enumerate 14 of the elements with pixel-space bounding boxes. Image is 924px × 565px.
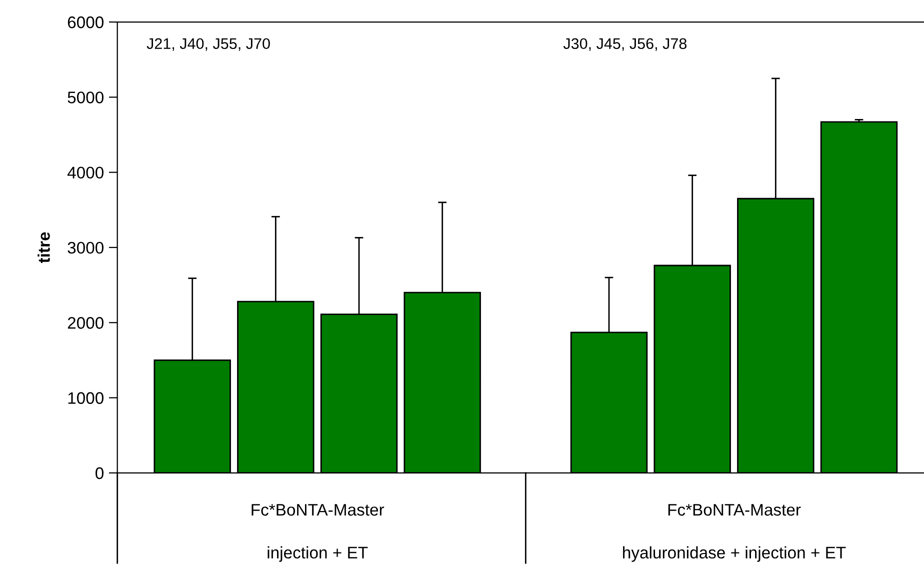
y-tick-label: 0	[96, 467, 104, 480]
y-tick-label: 6000	[68, 16, 104, 28]
y-tick-label: 3000	[68, 242, 104, 254]
annotation: J21, J40, J55, J70	[146, 38, 270, 51]
text: hyaluronidase + injection + ET	[623, 546, 846, 562]
y-tick-label: 4000	[67, 166, 104, 179]
y-axis-title: titre	[38, 232, 50, 264]
text: Fc*BoNTA-Master	[252, 504, 384, 516]
y-tick-label: 2000	[68, 317, 104, 329]
y-tick-label: 1000	[68, 392, 104, 404]
text: injection + ET	[268, 546, 368, 562]
text: Fc*BoNTA-Master	[668, 504, 801, 516]
y-tick-label: 5000	[68, 92, 104, 104]
annotation: J30, J45, J56, J78	[563, 38, 687, 51]
